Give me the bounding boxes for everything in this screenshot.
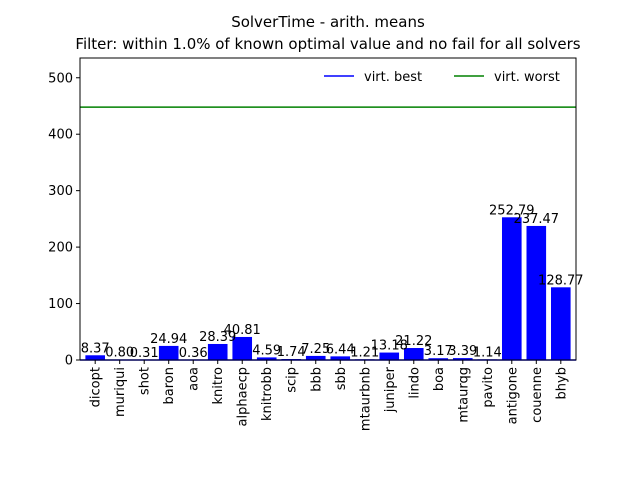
x-tick-label-pavito: pavito xyxy=(481,367,496,408)
legend-label-virt-best: virt. best xyxy=(364,70,422,85)
y-tick-label: 300 xyxy=(48,184,73,199)
data-label-shot: 0.31 xyxy=(130,346,159,361)
data-label-knitro: 28.39 xyxy=(199,330,236,345)
x-tick-label-knitro: knitro xyxy=(211,367,226,405)
x-axis: dicopt muriqui shot baron aoa knitro alphaecp k… xyxy=(89,360,569,431)
y-tick-label: 200 xyxy=(48,241,73,256)
x-tick-label-scip: scip xyxy=(285,367,300,393)
bar-knitro xyxy=(207,343,228,360)
reference-lines-layer xyxy=(80,106,576,361)
data-label-knitrobb: 4.59 xyxy=(252,343,281,358)
plot-frame xyxy=(79,57,577,361)
data-label-juniper: 13.18 xyxy=(371,339,408,354)
y-tick-label: 0 xyxy=(65,354,73,369)
data-label-scip: 1.74 xyxy=(277,345,306,360)
x-tick-label-mtaurbnb: mtaurbnb xyxy=(358,367,373,431)
data-label-aoa: 0.36 xyxy=(179,346,208,361)
data-label-muriqui: 0.80 xyxy=(105,346,134,361)
bar-bhyb xyxy=(551,287,571,360)
x-tick-label-bbb: bbb xyxy=(309,367,324,392)
bars-layer xyxy=(85,217,571,360)
data-label-bbb: 7.25 xyxy=(301,342,330,357)
data-label-sbb: 6.44 xyxy=(326,342,355,357)
bar-knitrobb xyxy=(256,357,277,360)
data-label-pavito: 1.14 xyxy=(473,345,502,360)
y-tick-label: 400 xyxy=(48,128,73,143)
bar-alphaecp xyxy=(232,336,253,360)
x-tick-label-lindo: lindo xyxy=(407,367,422,399)
x-tick-label-antigone: antigone xyxy=(505,367,520,424)
x-tick-label-mtaurqg: mtaurqg xyxy=(456,367,471,423)
data-label-antigone: 252.79 xyxy=(489,203,535,218)
x-tick-label-sbb: sbb xyxy=(334,367,349,390)
bar-juniper xyxy=(379,352,400,360)
bar-couenne xyxy=(526,225,547,360)
x-tick-label-dicopt: dicopt xyxy=(89,367,104,407)
x-tick-label-boa: boa xyxy=(432,367,447,391)
chart-title: SolverTime - arith. means xyxy=(231,13,425,31)
chart-subtitle: Filter: within 1.0% of known optimal val… xyxy=(75,35,580,53)
legend: virt. best virt. worst xyxy=(324,70,560,85)
data-label-dicopt: 8.37 xyxy=(81,341,110,356)
data-label-lindo: 21.22 xyxy=(395,334,432,349)
y-tick-label: 500 xyxy=(48,71,73,86)
data-label-couenne: 237.47 xyxy=(514,212,560,227)
x-tick-label-bhyb: bhyb xyxy=(554,367,569,399)
data-label-alphaecp: 40.81 xyxy=(224,323,261,338)
bar-lindo xyxy=(403,348,424,360)
x-tick-label-baron: baron xyxy=(162,367,177,404)
data-label-mtaurqg: 3.39 xyxy=(448,344,477,359)
x-tick-label-alphaecp: alphaecp xyxy=(236,367,251,426)
x-tick-label-knitrobb: knitrobb xyxy=(260,367,275,421)
x-tick-label-aoa: aoa xyxy=(187,367,202,391)
bar-baron xyxy=(158,345,179,360)
x-tick-label-muriqui: muriqui xyxy=(113,367,128,417)
bar-antigone xyxy=(501,217,522,360)
bar-boa xyxy=(428,358,449,360)
data-label-boa: 3.17 xyxy=(424,344,453,359)
data-label-bhyb: 128.77 xyxy=(538,273,584,288)
data-label-baron: 24.94 xyxy=(150,332,187,347)
bar-sbb xyxy=(330,356,351,360)
data-label-mtaurbnb: 1.21 xyxy=(350,345,379,360)
bar-mtaurqg xyxy=(452,358,473,360)
bar-dicopt xyxy=(85,355,105,360)
legend-label-virt-worst: virt. worst xyxy=(494,70,560,85)
y-axis: 0 100 200 300 400 500 xyxy=(48,71,80,369)
y-tick-label: 100 xyxy=(48,297,73,312)
bar-bbb xyxy=(305,355,326,360)
x-tick-label-juniper: juniper xyxy=(383,366,398,413)
x-tick-label-shot: shot xyxy=(138,367,153,395)
x-tick-label-couenne: couenne xyxy=(530,367,545,423)
